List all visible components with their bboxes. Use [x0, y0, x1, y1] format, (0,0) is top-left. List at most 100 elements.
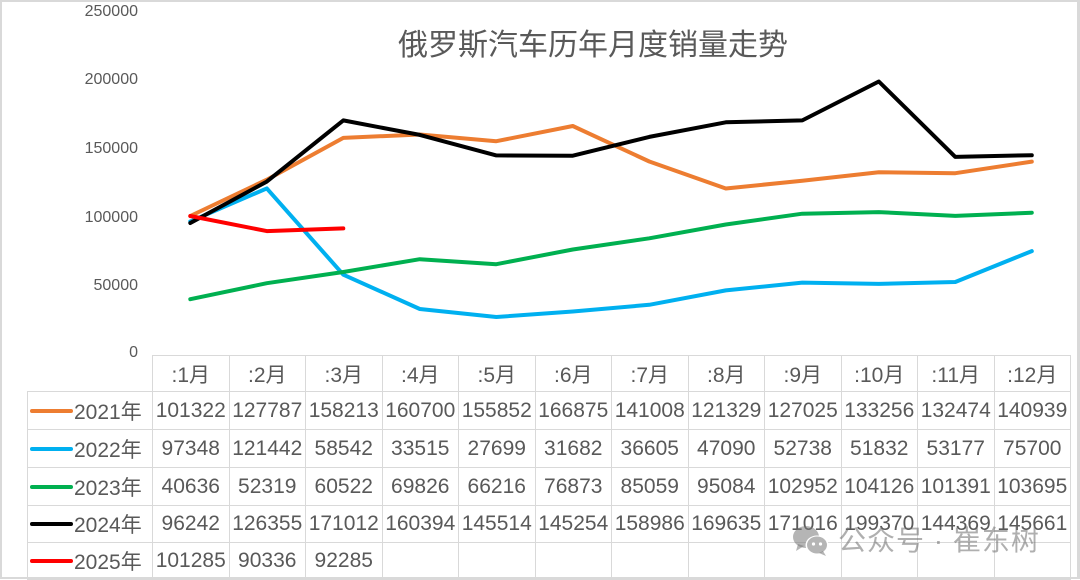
legend-line-icon — [30, 559, 73, 564]
table-row: 2025年 101285 90336 92285 — [27, 542, 1071, 580]
value-cell: 160700 — [381, 391, 459, 430]
value-cell: 144369 — [917, 505, 995, 543]
value-cell — [840, 542, 918, 580]
value-cell: 101391 — [917, 467, 995, 506]
value-cell — [993, 542, 1071, 580]
table-row: 2022年 97348 121442 58542 33515 27699 31682 3660… — [27, 429, 1071, 468]
value-cell: 58542 — [305, 429, 383, 468]
value-cell: 52738 — [764, 429, 842, 468]
month-header-cell: :8月 — [687, 355, 765, 392]
value-cell — [764, 542, 842, 580]
value-cell: 160394 — [381, 505, 459, 543]
series-line-2022 — [188, 186, 1034, 319]
value-cell: 166875 — [534, 391, 612, 430]
value-cell: 66216 — [458, 467, 536, 506]
month-header-cell: :10月 — [840, 355, 918, 392]
y-tick-label: 100000 — [84, 209, 138, 226]
value-cell: 92285 — [305, 542, 383, 580]
value-cell: 121329 — [687, 391, 765, 430]
y-tick-label: 50000 — [93, 277, 139, 294]
series-label-cell: 2022年 — [27, 429, 153, 468]
table-corner-cell — [28, 356, 153, 392]
value-cell: 27699 — [458, 429, 536, 468]
value-cell: 47090 — [687, 429, 765, 468]
y-tick-label: 0 — [129, 344, 138, 361]
value-cell: 199370 — [840, 505, 918, 543]
month-header-cell: :12月 — [993, 355, 1071, 392]
value-cell: 69826 — [381, 467, 459, 506]
month-header-cell: :7月 — [611, 355, 689, 392]
value-cell: 85059 — [611, 467, 689, 506]
legend-line-icon — [30, 446, 73, 451]
series-line-2023 — [188, 210, 1034, 302]
table-row: 2021年 101322 127787 158213 160700 155852 16687… — [27, 391, 1071, 430]
value-cell: 102952 — [764, 467, 842, 506]
series-line-2025 — [188, 214, 346, 234]
series-label-cell: 2023年 — [27, 467, 153, 506]
value-cell: 31682 — [534, 429, 612, 468]
month-header-cell: :3月 — [305, 355, 383, 392]
value-cell — [611, 542, 689, 580]
legend-line-icon — [30, 408, 73, 413]
value-cell: 90336 — [228, 542, 306, 580]
value-cell: 101322 — [152, 391, 230, 430]
legend-line-icon — [30, 522, 73, 527]
value-cell: 145254 — [534, 505, 612, 543]
legend-line-icon — [30, 484, 73, 489]
month-header-cell: :11月 — [917, 355, 995, 392]
series-name: 2024年 — [74, 514, 142, 537]
value-cell: 169635 — [687, 505, 765, 543]
y-tick-label: 150000 — [84, 140, 138, 157]
value-cell: 95084 — [687, 467, 765, 506]
series-name: 2023年 — [74, 476, 142, 500]
value-cell: 133256 — [840, 391, 918, 430]
table-row: 2024年 96242 126355 171012 160394 145514 145254… — [27, 505, 1071, 543]
value-cell: 171016 — [764, 505, 842, 543]
series-line-2024 — [188, 79, 1034, 225]
value-cell: 101285 — [152, 542, 230, 580]
value-cell: 103695 — [993, 467, 1071, 506]
value-cell: 127787 — [228, 391, 306, 430]
month-header-cell: :4月 — [381, 355, 459, 392]
value-cell: 75700 — [993, 429, 1071, 468]
data-table: :1月:2月:3月:4月:5月:6月:7月:8月:9月:10月:11月:12月 … — [27, 355, 1071, 580]
y-tick-label: 250000 — [84, 3, 138, 20]
value-cell: 33515 — [381, 429, 459, 468]
value-cell: 76873 — [534, 467, 612, 506]
series-name: 2022年 — [74, 438, 142, 462]
value-cell: 171012 — [305, 505, 383, 543]
value-cell: 53177 — [917, 429, 995, 468]
value-cell: 141008 — [611, 391, 689, 430]
value-cell — [458, 542, 536, 580]
value-cell: 97348 — [152, 429, 230, 468]
series-label-cell: 2021年 — [27, 391, 153, 430]
value-cell: 145514 — [458, 505, 536, 543]
data-table-body: :1月:2月:3月:4月:5月:6月:7月:8月:9月:10月:11月:12月 … — [27, 355, 1071, 580]
value-cell: 132474 — [917, 391, 995, 430]
series-name: 2025年 — [74, 551, 142, 574]
value-cell: 126355 — [228, 505, 306, 543]
value-cell: 145661 — [993, 505, 1071, 543]
value-cell: 40636 — [152, 467, 230, 506]
value-cell: 121442 — [228, 429, 306, 468]
y-tick-label: 200000 — [84, 71, 138, 88]
series-name: 2021年 — [74, 400, 142, 424]
value-cell: 155852 — [458, 391, 536, 430]
value-cell: 104126 — [840, 467, 918, 506]
value-cell: 158213 — [305, 391, 383, 430]
value-cell: 140939 — [993, 391, 1071, 430]
value-cell — [381, 542, 459, 580]
value-cell: 51832 — [840, 429, 918, 468]
series-label-cell: 2024年 — [27, 505, 153, 543]
month-header-cell: :9月 — [764, 355, 842, 392]
month-header-cell: :6月 — [534, 355, 612, 392]
month-header-cell: :5月 — [458, 355, 536, 392]
series-line-2021 — [188, 124, 1034, 218]
plot-area — [188, 79, 1034, 319]
month-header-cell: :1月 — [152, 355, 230, 392]
value-cell: 52319 — [228, 467, 306, 506]
value-cell — [917, 542, 995, 580]
value-cell — [534, 542, 612, 580]
table-row: 2023年 40636 52319 60522 69826 66216 76873 85059… — [27, 467, 1071, 506]
series-label-cell: 2025年 — [27, 542, 153, 580]
